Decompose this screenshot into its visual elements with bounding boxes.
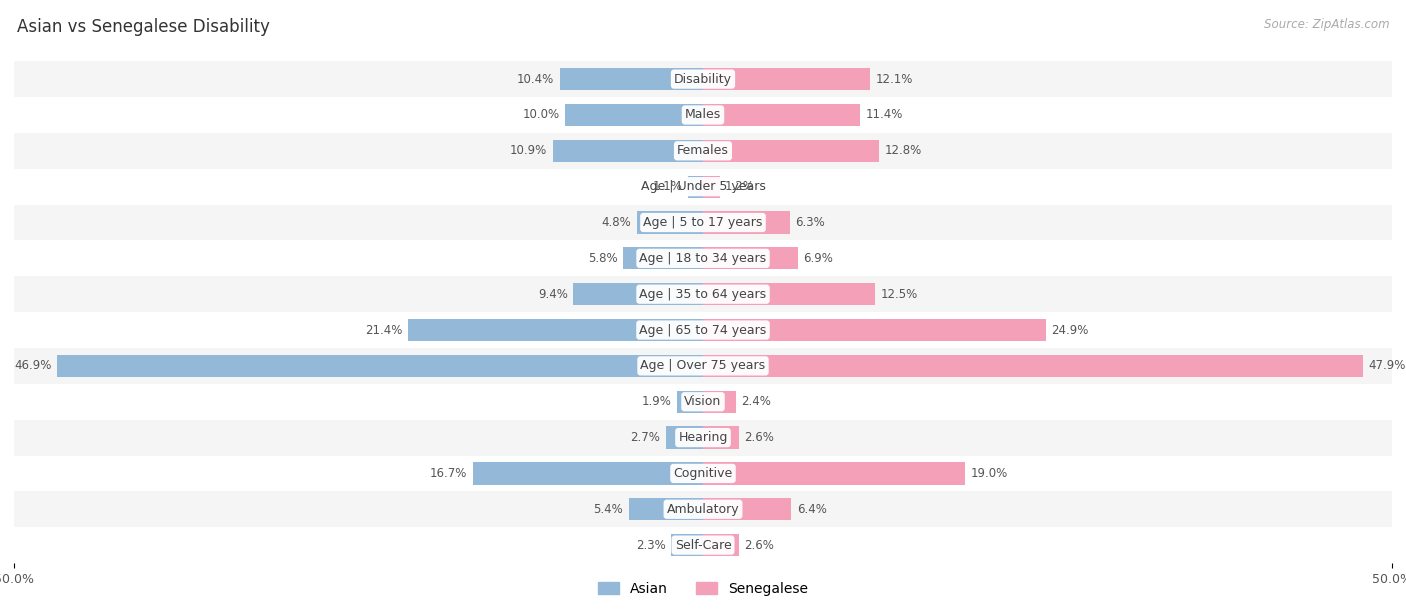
Text: 19.0%: 19.0% <box>970 467 1008 480</box>
Bar <box>703 140 879 162</box>
Text: 2.7%: 2.7% <box>630 431 661 444</box>
Bar <box>703 498 792 520</box>
Bar <box>472 462 703 485</box>
Text: 5.4%: 5.4% <box>593 503 623 516</box>
Bar <box>637 211 703 234</box>
Text: 2.6%: 2.6% <box>744 539 775 551</box>
Bar <box>14 169 1392 204</box>
Bar <box>703 68 870 90</box>
Text: 6.9%: 6.9% <box>804 252 834 265</box>
Text: Age | 35 to 64 years: Age | 35 to 64 years <box>640 288 766 300</box>
Text: 1.9%: 1.9% <box>641 395 671 408</box>
Text: Disability: Disability <box>673 73 733 86</box>
Bar <box>14 61 1392 97</box>
Bar <box>703 427 738 449</box>
Text: Source: ZipAtlas.com: Source: ZipAtlas.com <box>1264 18 1389 31</box>
Bar <box>703 390 737 413</box>
Bar <box>676 390 703 413</box>
Bar <box>553 140 703 162</box>
Text: Age | 65 to 74 years: Age | 65 to 74 years <box>640 324 766 337</box>
Legend: Asian, Senegalese: Asian, Senegalese <box>593 576 813 601</box>
Bar <box>671 534 703 556</box>
Text: 5.8%: 5.8% <box>588 252 617 265</box>
Text: 12.1%: 12.1% <box>875 73 912 86</box>
Bar <box>703 462 965 485</box>
Text: 2.6%: 2.6% <box>744 431 775 444</box>
Bar <box>14 241 1392 276</box>
Text: 4.8%: 4.8% <box>602 216 631 229</box>
Bar <box>703 176 720 198</box>
Bar <box>703 283 875 305</box>
Text: Asian vs Senegalese Disability: Asian vs Senegalese Disability <box>17 18 270 36</box>
Bar <box>574 283 703 305</box>
Text: 9.4%: 9.4% <box>538 288 568 300</box>
Text: Age | 18 to 34 years: Age | 18 to 34 years <box>640 252 766 265</box>
Bar <box>703 247 799 269</box>
Bar <box>560 68 703 90</box>
Text: 1.2%: 1.2% <box>725 180 755 193</box>
Bar <box>14 312 1392 348</box>
Bar <box>14 97 1392 133</box>
Text: 10.0%: 10.0% <box>523 108 560 121</box>
Bar <box>56 355 703 377</box>
Text: Age | Over 75 years: Age | Over 75 years <box>641 359 765 372</box>
Text: Vision: Vision <box>685 395 721 408</box>
Bar <box>623 247 703 269</box>
Bar <box>14 204 1392 241</box>
Text: 24.9%: 24.9% <box>1052 324 1090 337</box>
Bar <box>14 420 1392 455</box>
Bar <box>14 491 1392 527</box>
Bar <box>703 319 1046 341</box>
Text: 10.4%: 10.4% <box>517 73 554 86</box>
Bar <box>628 498 703 520</box>
Bar <box>703 534 738 556</box>
Text: 12.5%: 12.5% <box>880 288 918 300</box>
Text: Cognitive: Cognitive <box>673 467 733 480</box>
Text: 16.7%: 16.7% <box>430 467 467 480</box>
Text: 6.3%: 6.3% <box>796 216 825 229</box>
Text: 2.3%: 2.3% <box>636 539 666 551</box>
Bar <box>703 355 1362 377</box>
Text: Age | 5 to 17 years: Age | 5 to 17 years <box>644 216 762 229</box>
Text: 2.4%: 2.4% <box>741 395 772 408</box>
Text: 21.4%: 21.4% <box>366 324 402 337</box>
Text: 11.4%: 11.4% <box>866 108 903 121</box>
Bar <box>14 527 1392 563</box>
Bar <box>14 348 1392 384</box>
Text: Ambulatory: Ambulatory <box>666 503 740 516</box>
Bar <box>14 276 1392 312</box>
Bar <box>408 319 703 341</box>
Text: Age | Under 5 years: Age | Under 5 years <box>641 180 765 193</box>
Bar <box>14 455 1392 491</box>
Text: Females: Females <box>678 144 728 157</box>
Text: 46.9%: 46.9% <box>14 359 51 372</box>
Text: 10.9%: 10.9% <box>510 144 547 157</box>
Text: 6.4%: 6.4% <box>797 503 827 516</box>
Bar <box>666 427 703 449</box>
Bar <box>14 133 1392 169</box>
Bar <box>14 384 1392 420</box>
Bar <box>703 104 860 126</box>
Bar <box>565 104 703 126</box>
Text: 1.1%: 1.1% <box>652 180 682 193</box>
Bar <box>688 176 703 198</box>
Text: 47.9%: 47.9% <box>1368 359 1406 372</box>
Text: Males: Males <box>685 108 721 121</box>
Text: Self-Care: Self-Care <box>675 539 731 551</box>
Text: 12.8%: 12.8% <box>884 144 922 157</box>
Bar <box>703 211 790 234</box>
Text: Hearing: Hearing <box>678 431 728 444</box>
